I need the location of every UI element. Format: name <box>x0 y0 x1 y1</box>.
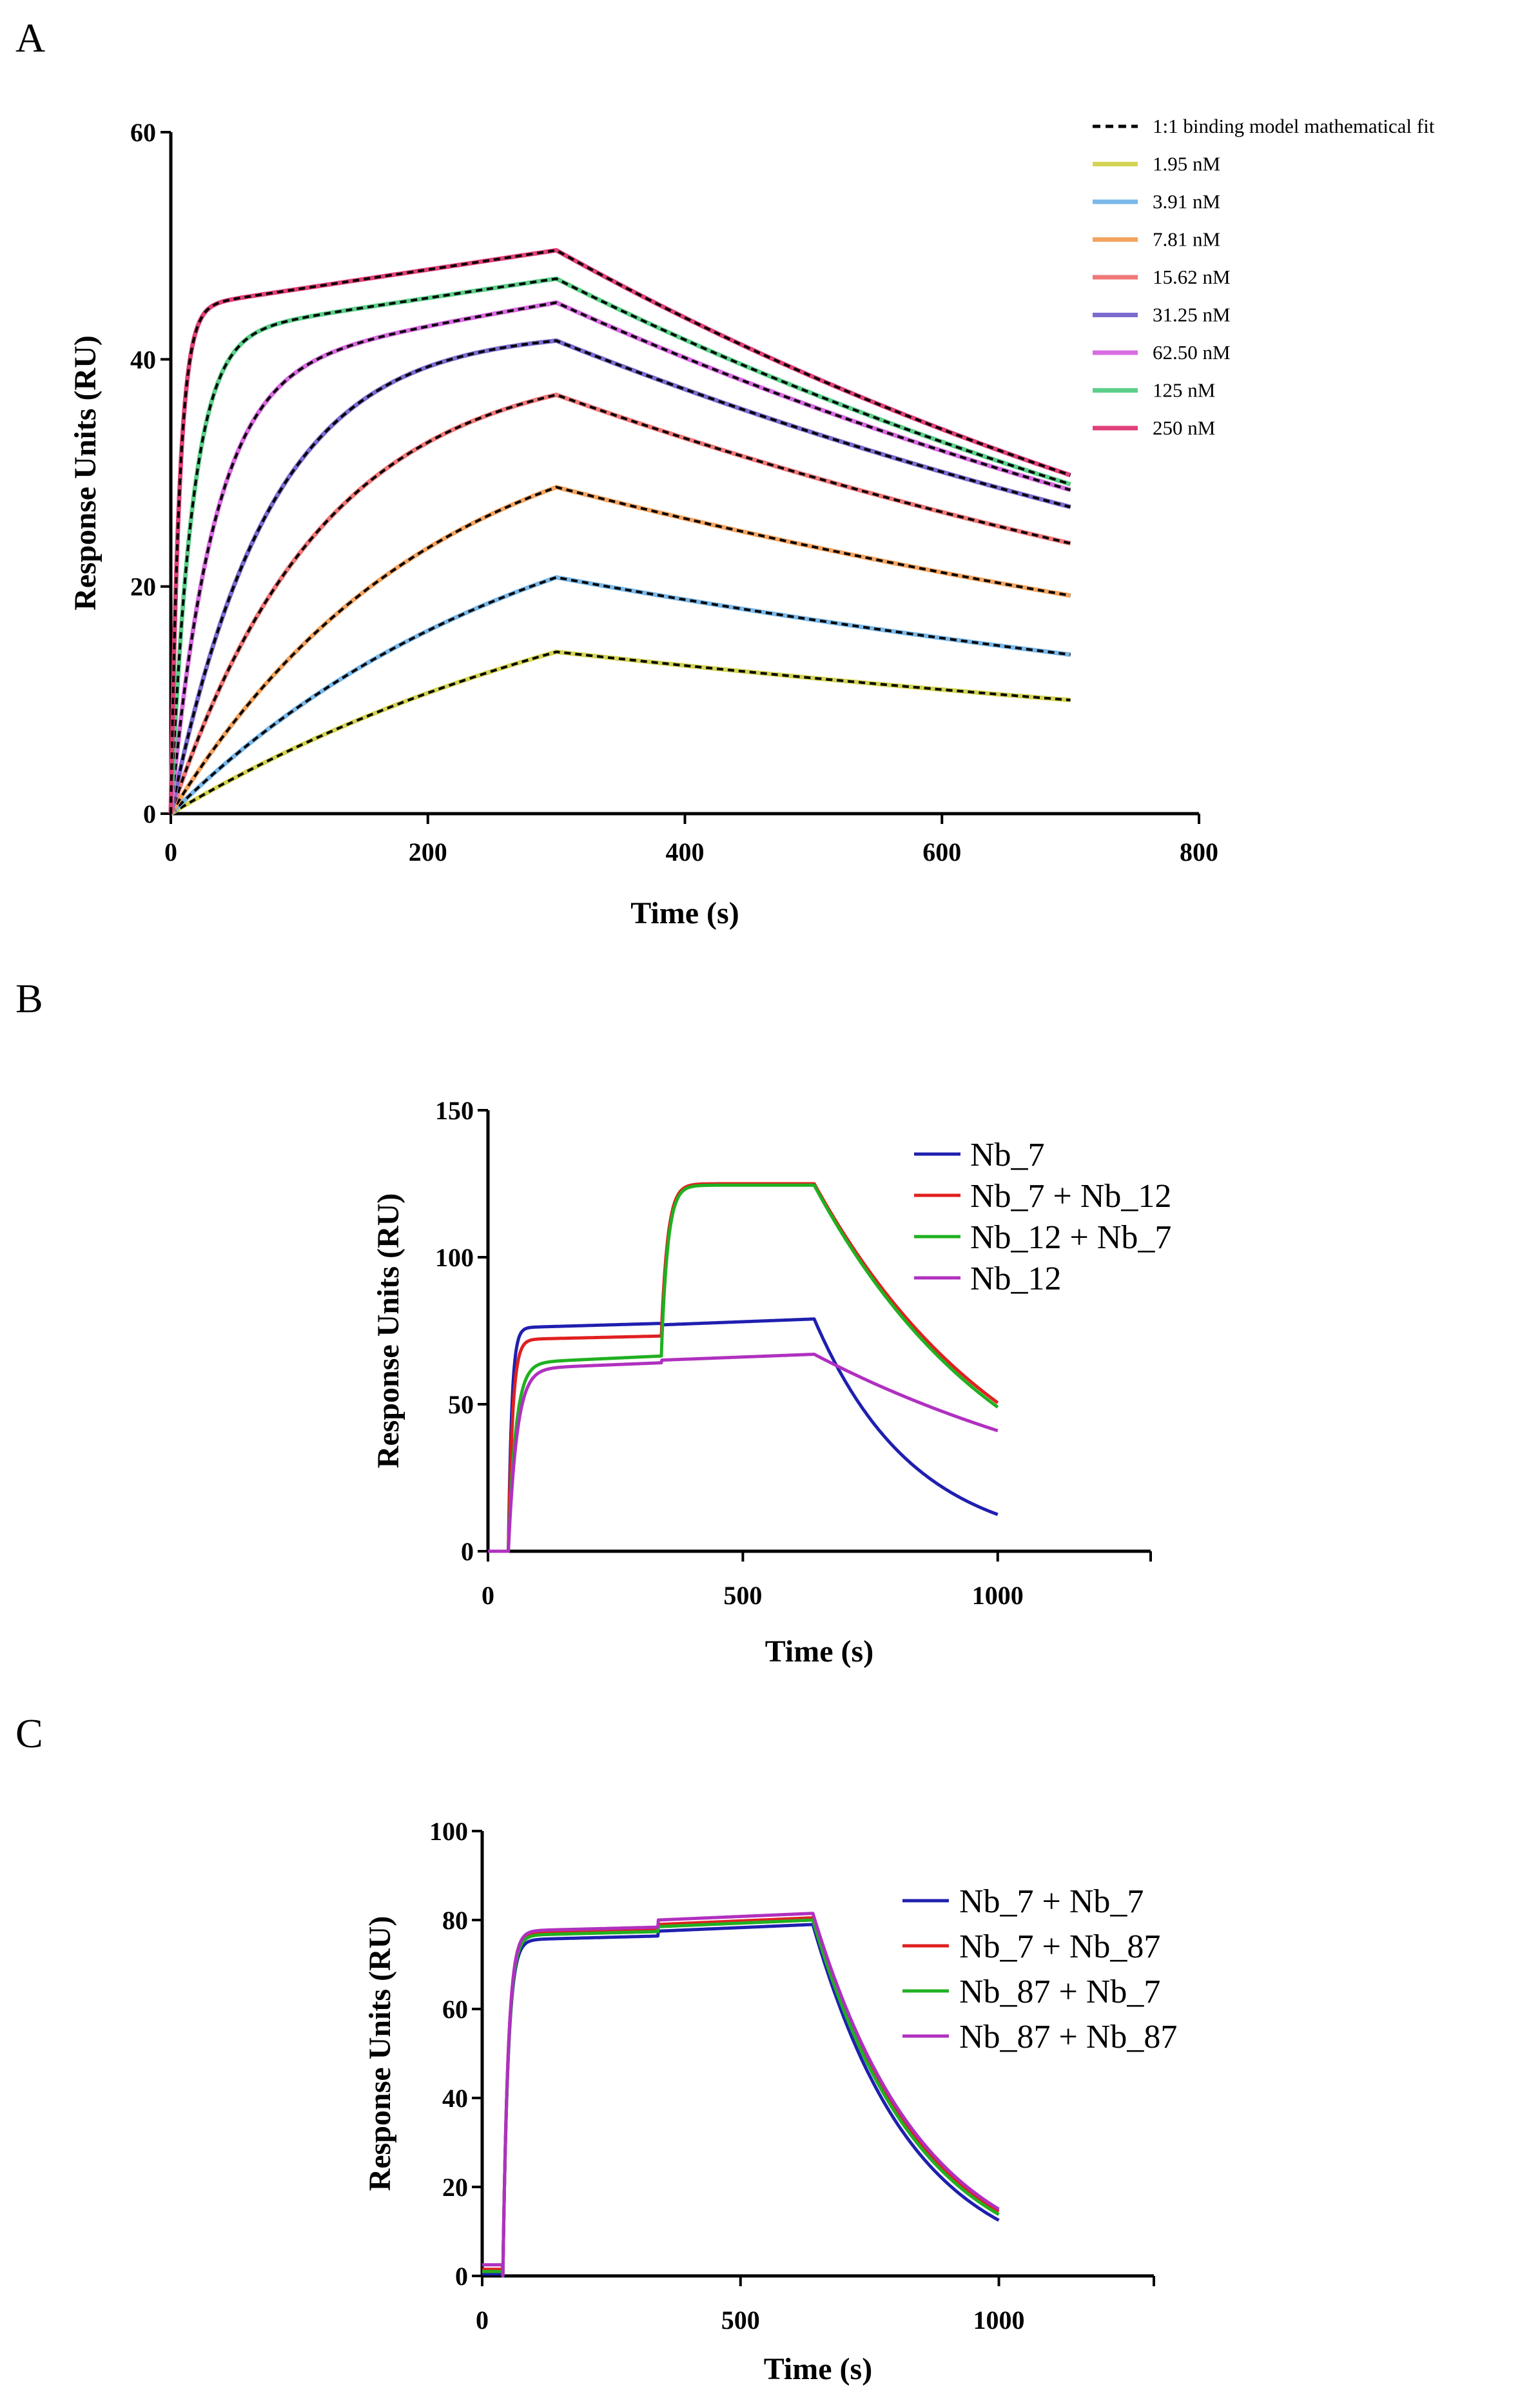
y-tick-label: 0 <box>455 2262 468 2291</box>
x-axis-title: Time (s) <box>630 896 739 930</box>
y-tick-label: 40 <box>442 2084 468 2113</box>
legend-label: 250 nM <box>1153 416 1215 439</box>
x-tick-label: 800 <box>1180 838 1218 867</box>
x-tick-label: 0 <box>164 838 177 867</box>
legend-label: Nb_12 + Nb_7 <box>970 1219 1171 1256</box>
legend-label: Nb_7 <box>970 1137 1045 1173</box>
y-tick-label: 0 <box>461 1537 474 1566</box>
y-axis-title: Response Units (RU) <box>363 1916 397 2191</box>
x-tick-label: 1000 <box>973 2306 1025 2335</box>
legend: 1:1 binding model mathematical fit 1.95 n… <box>1093 115 1435 439</box>
y-tick-label: 0 <box>143 799 156 828</box>
series-line-Nb-87-Nb-7 <box>481 1918 1000 2278</box>
y-tick-label: 50 <box>448 1390 474 1419</box>
fit-line-62-50-nM <box>170 301 1071 814</box>
x-tick-label: 200 <box>409 838 447 867</box>
x-tick-label: 500 <box>723 1581 762 1610</box>
y-axis-title: Response Units (RU) <box>68 335 102 611</box>
series-line-Nb-7 <box>487 1317 999 1553</box>
legend: Nb_7 Nb_7 + Nb_12 Nb_12 + Nb_7 Nb_12 <box>914 1137 1171 1297</box>
legend-label: Nb_7 + Nb_7 <box>959 1883 1144 1920</box>
series-line-3-91-nM <box>169 575 1071 816</box>
fit-line-31-25-nM <box>170 339 1071 814</box>
x-axis-title: Time (s) <box>764 2352 872 2386</box>
x-tick-label: 600 <box>922 838 961 867</box>
y-tick-label: 80 <box>442 1906 468 1935</box>
legend-label: 3.91 nM <box>1153 190 1220 213</box>
x-tick-label: 1000 <box>972 1581 1024 1610</box>
x-tick-label: 400 <box>666 838 705 867</box>
panel-letter-c: C <box>15 1710 43 1756</box>
series-line-Nb-12 <box>487 1353 999 1553</box>
fit-line-3-91-nM <box>170 576 1071 815</box>
legend-label: 31.25 nM <box>1153 304 1231 326</box>
legend-label: 1.95 nM <box>1153 153 1220 175</box>
fit-line-250-nM <box>170 249 1071 814</box>
fit-line-125-nM <box>170 277 1071 814</box>
y-tick-label: 20 <box>442 2173 468 2202</box>
x-tick-label: 0 <box>476 2306 489 2335</box>
fit-line-1-95-nM <box>170 650 1071 815</box>
series-line-62-50-nM <box>168 300 1071 814</box>
legend-label: 62.50 nM <box>1153 341 1231 364</box>
series-line-Nb-87-Nb-87 <box>481 1912 1000 2278</box>
series-line-Nb-7-Nb-87 <box>481 1916 1000 2278</box>
legend-label: 15.62 nM <box>1153 266 1231 288</box>
panel-letter-a: A <box>15 15 45 61</box>
series-line-1-95-nM <box>169 649 1071 816</box>
y-tick-label: 40 <box>130 345 156 374</box>
fit-line-15-62-nM <box>170 393 1071 814</box>
legend-label: Nb_12 <box>970 1260 1062 1297</box>
legend: Nb_7 + Nb_7 Nb_7 + Nb_87 Nb_87 + Nb_7 Nb_87… <box>902 1883 1177 2055</box>
legend-fit-label: 1:1 binding model mathematical fit <box>1153 115 1435 137</box>
y-tick-label: 100 <box>435 1243 474 1272</box>
legend-label: Nb_7 + Nb_12 <box>970 1178 1171 1215</box>
series-line-Nb-12-Nb-7 <box>487 1183 999 1553</box>
y-tick-label: 60 <box>130 118 156 147</box>
y-tick-label: 20 <box>130 573 156 602</box>
y-tick-label: 150 <box>435 1096 474 1125</box>
legend-label: 125 nM <box>1153 379 1215 402</box>
panel-letter-b: B <box>15 975 43 1021</box>
series-line-7-81-nM <box>169 485 1071 815</box>
x-tick-label: 500 <box>721 2306 760 2335</box>
y-tick-label: 100 <box>429 1817 468 1846</box>
x-axis-title: Time (s) <box>765 1634 873 1669</box>
legend-label: Nb_7 + Nb_87 <box>959 1928 1160 1965</box>
y-axis-title: Response Units (RU) <box>371 1193 405 1469</box>
fit-line-7-81-nM <box>170 485 1071 815</box>
legend-label: Nb_87 + Nb_7 <box>959 1974 1160 2010</box>
legend-label: 7.81 nM <box>1153 228 1220 251</box>
series-line-250-nM <box>168 248 1071 814</box>
series-line-Nb-7-Nb-7 <box>481 1923 1000 2278</box>
x-tick-label: 0 <box>482 1581 494 1610</box>
y-tick-label: 60 <box>442 1995 468 2024</box>
chart-panel-b: 0 50 100 150 0 500 1000 Time (s) Response Units … <box>371 1096 1171 1669</box>
legend-label: Nb_87 + Nb_87 <box>959 2019 1177 2055</box>
